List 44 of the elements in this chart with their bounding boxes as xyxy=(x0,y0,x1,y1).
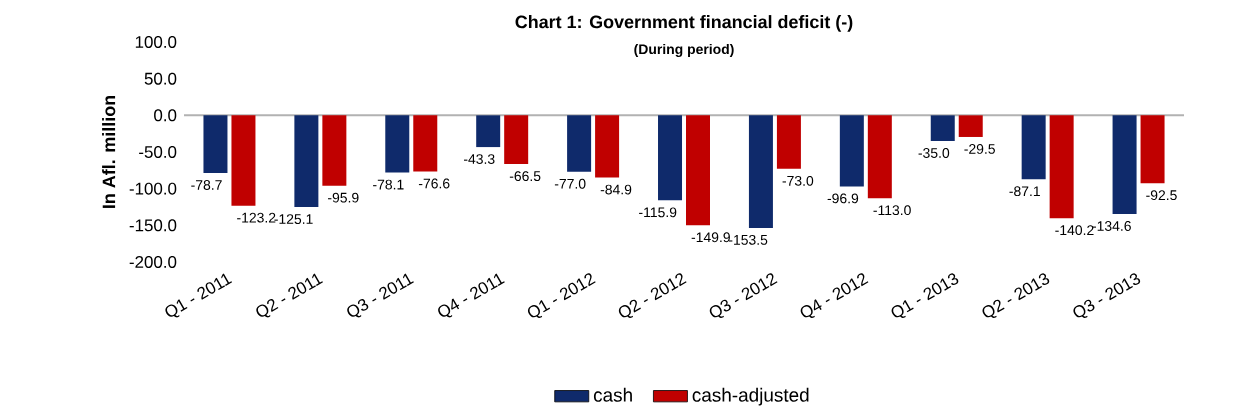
data-label: -149.9 xyxy=(691,232,730,243)
x-tick-label: Q1 - 2013 xyxy=(891,273,959,319)
data-label: -78.7 xyxy=(191,180,222,190)
data-label: -77.0 xyxy=(554,178,586,189)
data-label: -78.1 xyxy=(373,179,404,190)
data-label: -76.6 xyxy=(418,178,450,189)
x-tick-label: Q4 - 2011 xyxy=(438,273,505,318)
legend-label: cash-adjusted xyxy=(692,387,809,406)
data-label: -95.9 xyxy=(328,192,359,203)
x-tick-label: Q4 - 2012 xyxy=(800,273,869,319)
data-label: -66.5 xyxy=(509,171,541,182)
data-label: -87.1 xyxy=(1009,186,1040,197)
x-tick-label: Q3 - 2013 xyxy=(1073,273,1141,319)
y-tick-label: -150.0 xyxy=(129,219,177,232)
data-label: -125.1 xyxy=(274,214,313,224)
data-label: -96.9 xyxy=(827,193,859,204)
y-tick-label: 100.0 xyxy=(135,36,177,48)
data-label: -84.9 xyxy=(600,184,632,195)
legend-label: cash xyxy=(593,387,632,402)
x-tick-label: Q2 - 2012 xyxy=(618,273,687,319)
x-tick-label: Q3 - 2012 xyxy=(709,273,778,319)
x-tick-label: Q3 - 2011 xyxy=(347,273,414,318)
x-tick-label: Q2 - 2011 xyxy=(256,273,323,318)
x-tick-label: Q2 - 2013 xyxy=(982,273,1050,319)
data-label: -123.2 xyxy=(237,212,276,223)
data-label: -115.9 xyxy=(639,207,677,218)
y-tick-label: -50.0 xyxy=(139,146,177,158)
data-label: -134.6 xyxy=(1092,221,1131,231)
y-tick-label: 50.0 xyxy=(144,72,177,85)
x-tick-label: Q1 - 2011 xyxy=(165,273,233,318)
y-tick-label: 0.0 xyxy=(154,109,177,122)
data-label: -140.2 xyxy=(1055,225,1094,236)
data-label: -92.5 xyxy=(1146,190,1177,201)
chart-subtitle: (During period) xyxy=(634,43,734,57)
y-axis-title: In Afl. million xyxy=(102,95,116,208)
data-label: -35.0 xyxy=(918,148,950,158)
data-label: -113.0 xyxy=(873,205,911,216)
y-tick-label: -200.0 xyxy=(129,256,177,268)
data-label: -29.5 xyxy=(964,144,995,154)
x-tick-label: Q1 - 2012 xyxy=(527,273,596,319)
y-tick-label: -100.0 xyxy=(129,182,177,195)
data-label: -43.3 xyxy=(463,154,495,164)
data-label: -73.0 xyxy=(782,175,814,186)
chart-title: Chart 1: Government financial deficit (-) xyxy=(515,15,853,32)
